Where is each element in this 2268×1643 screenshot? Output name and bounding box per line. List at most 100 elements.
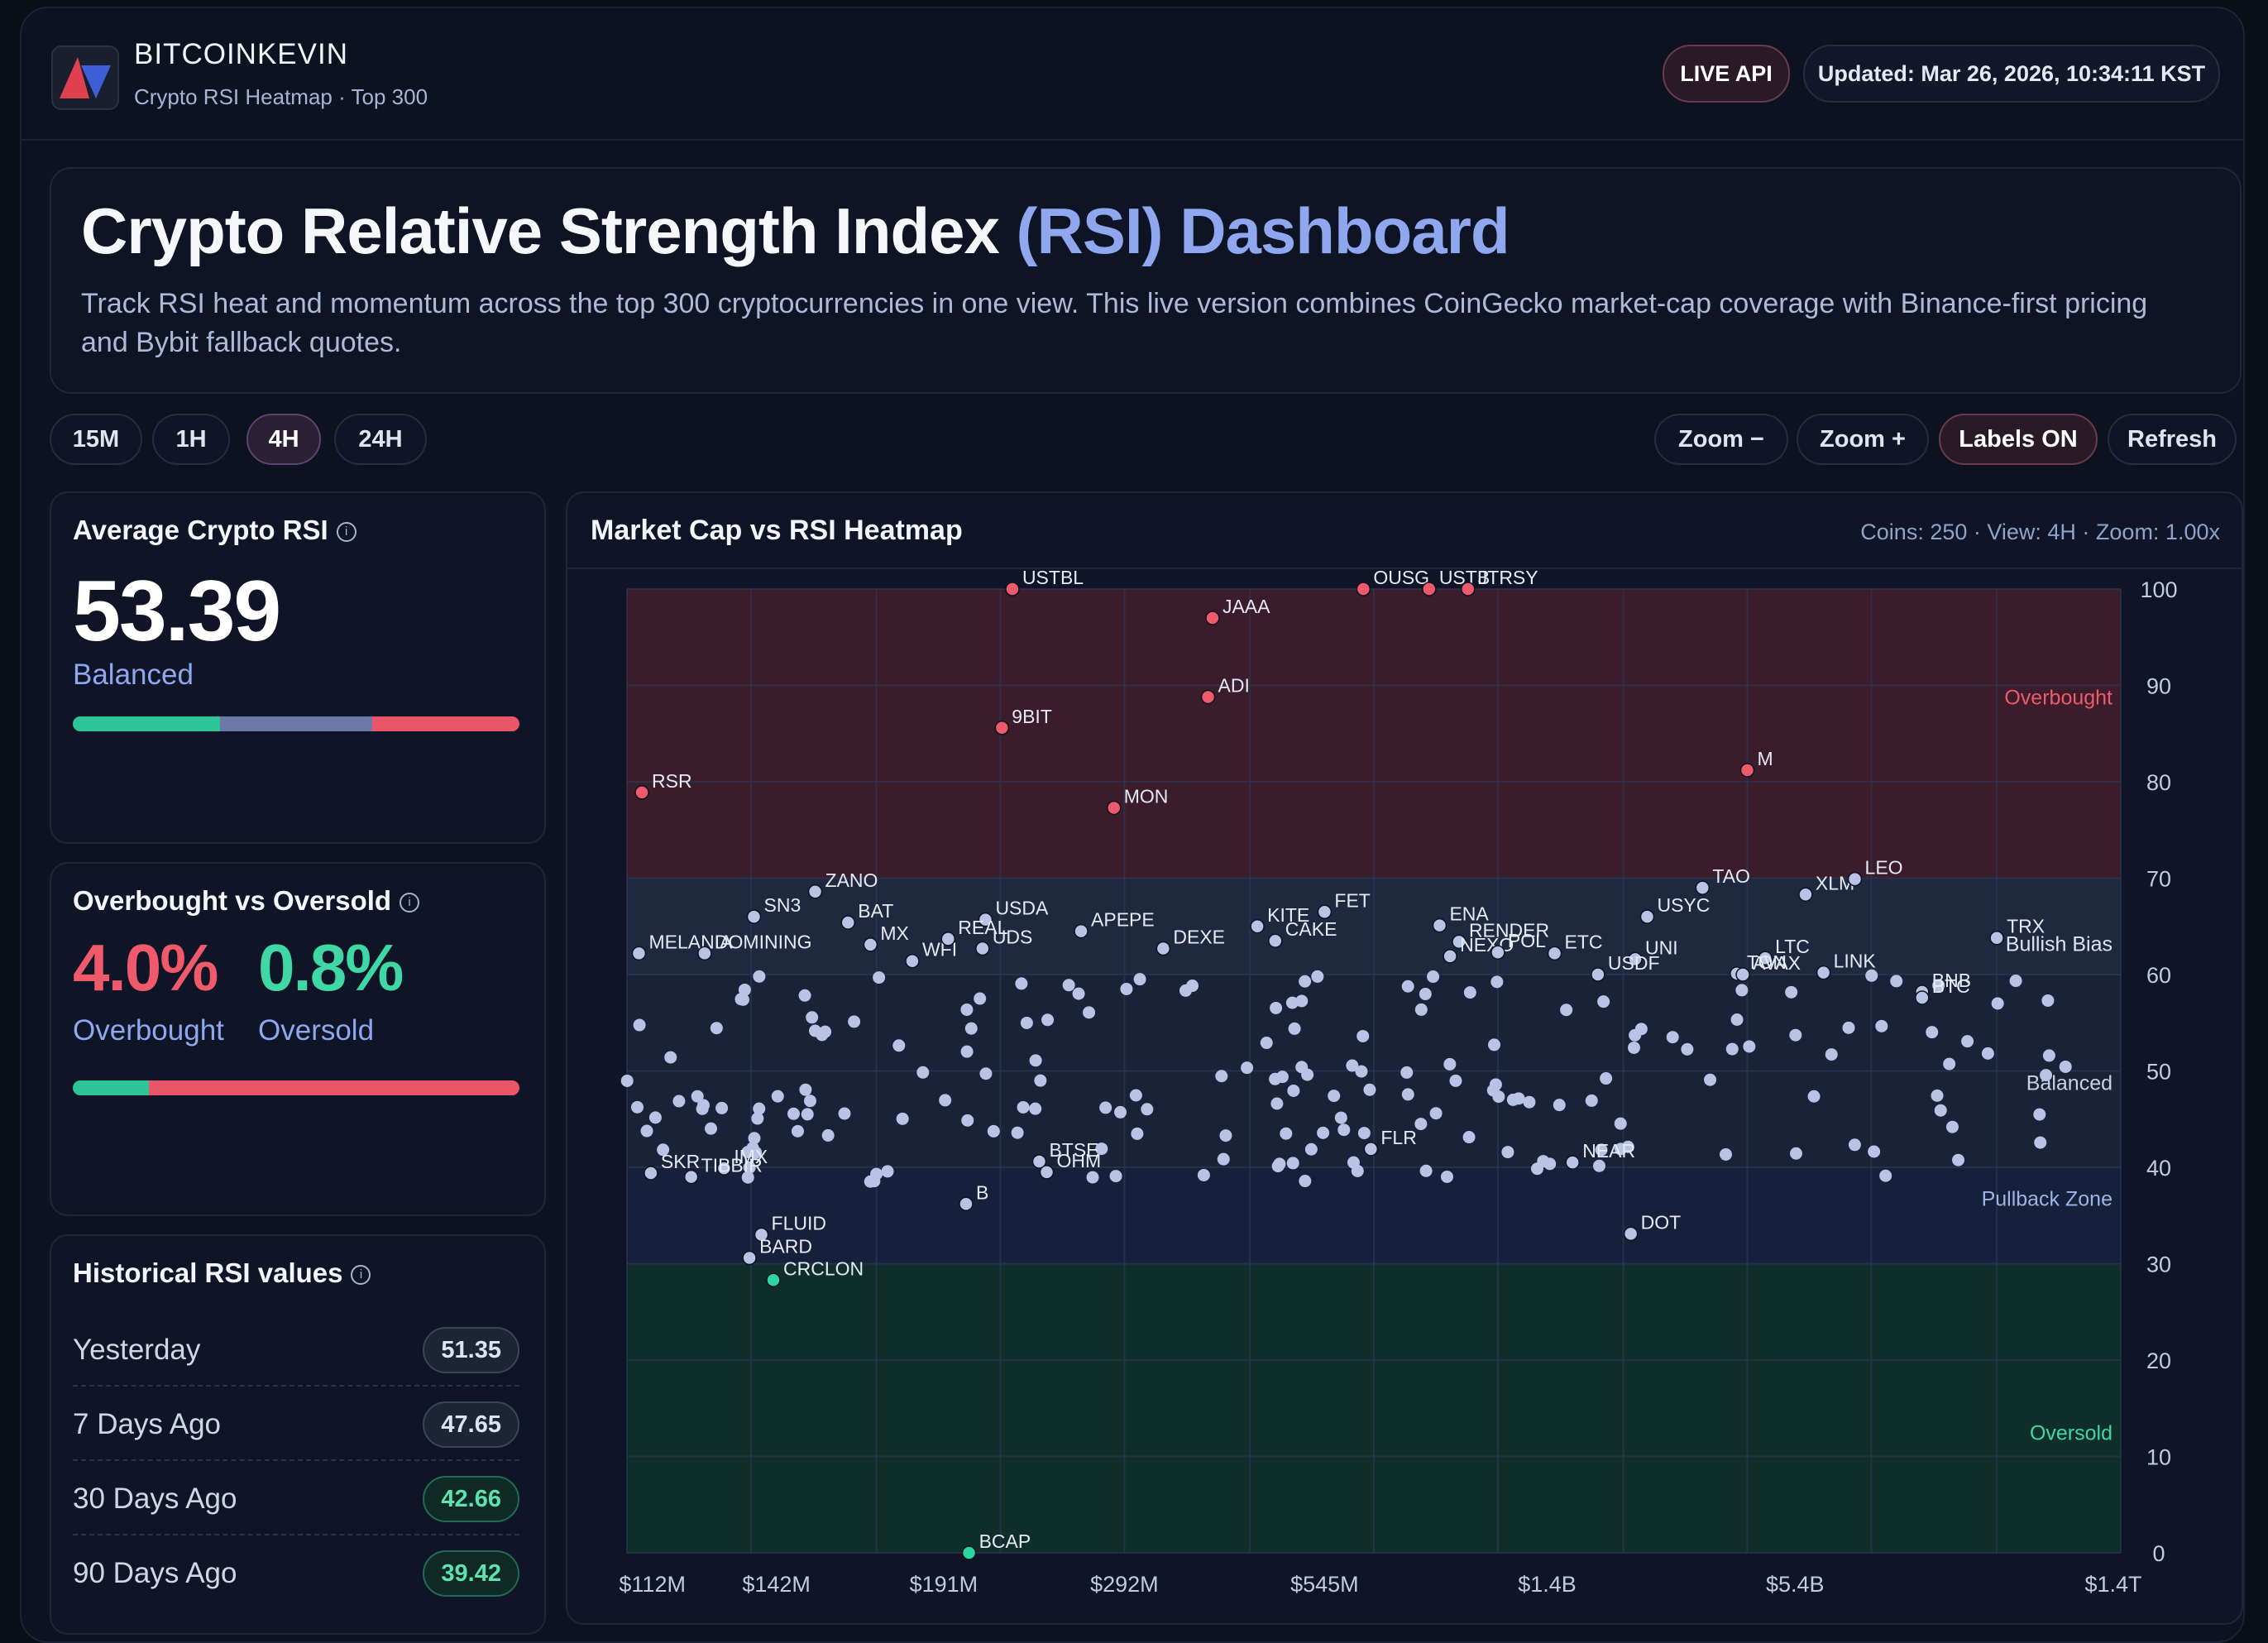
chart-plot-area[interactable]: 0 10 20 30 40 50 60 70 80 90 100 $112M $142M $191M $29… [567, 567, 2242, 1623]
data-point [631, 946, 647, 961]
data-point [771, 1090, 784, 1103]
info-icon[interactable]: i [400, 893, 420, 913]
refresh-button[interactable]: Refresh [2108, 414, 2237, 465]
data-point [1628, 951, 1643, 967]
data-point [697, 946, 712, 961]
point-label: LTC [1775, 936, 1810, 957]
timeframe-24h-button[interactable]: 24H [334, 414, 427, 465]
point-label: KITE [1267, 904, 1309, 926]
data-point [1131, 1127, 1144, 1140]
data-point [1621, 1140, 1634, 1153]
zoom-out-button[interactable]: Zoom − [1654, 414, 1788, 465]
data-point [1114, 1105, 1127, 1118]
data-point [1072, 987, 1085, 1000]
point-label: FLUID [772, 1213, 826, 1234]
history-value-badge: 39.42 [423, 1550, 519, 1597]
data-point [1842, 1021, 1855, 1034]
history-row: 30 Days Ago 42.66 [73, 1461, 519, 1535]
updated-timestamp: Updated: Mar 26, 2026, 10:34:11 KST [1803, 45, 2220, 103]
data-point [1268, 933, 1283, 948]
data-point [960, 1003, 974, 1016]
average-rsi-title-text: Average Crypto RSI [73, 515, 328, 545]
data-point [657, 1143, 670, 1157]
data-point [1197, 1168, 1210, 1181]
data-point [1432, 917, 1447, 933]
data-point [1311, 970, 1324, 983]
data-point [916, 1066, 930, 1079]
point-label: TRX [2007, 916, 2045, 937]
history-value-badge: 51.35 [423, 1327, 519, 1373]
labels-toggle-button[interactable]: Labels ON [1939, 414, 2098, 465]
historical-title: Historical RSI values i [73, 1257, 371, 1289]
point-label: UDS [993, 927, 1033, 948]
timeframe-4h-button[interactable]: 4H [246, 414, 321, 465]
data-point [1419, 1164, 1433, 1177]
timeframe-15m-button[interactable]: 15M [50, 414, 142, 465]
chart-title: Market Cap vs RSI Heatmap [591, 515, 963, 546]
data-point [799, 1083, 812, 1096]
app-window: BITCOINKEVIN Crypto RSI Heatmap · Top 30… [20, 7, 2245, 1643]
data-point [1961, 1035, 1974, 1048]
historical-title-text: Historical RSI values [73, 1257, 343, 1288]
data-point [1989, 930, 2004, 946]
point-label: XLM [1816, 872, 1854, 893]
data-point [791, 1124, 804, 1138]
point-label: RSR [652, 770, 692, 792]
data-point [1565, 1155, 1580, 1170]
data-point [1807, 1090, 1821, 1103]
zone-label: Bullish Bias [2006, 933, 2112, 956]
data-point [2009, 975, 2022, 988]
data-point [748, 1132, 761, 1145]
data-point [1334, 1111, 1347, 1124]
data-point [753, 1102, 766, 1115]
data-point [816, 1028, 829, 1042]
x-tick-label: $1.4B [1518, 1572, 1577, 1597]
data-point [940, 932, 956, 946]
data-point [1488, 1038, 1501, 1051]
data-point [1427, 970, 1440, 984]
point-label: CRCLON [783, 1257, 864, 1279]
zoom-in-button[interactable]: Zoom + [1797, 414, 1929, 465]
x-tick-label: $545M [1290, 1572, 1359, 1597]
data-point [1825, 1048, 1838, 1061]
point-label: ADI [1218, 674, 1250, 696]
data-point [905, 953, 920, 969]
data-point [1400, 1066, 1414, 1079]
data-point [961, 1114, 974, 1127]
data-point [1301, 1068, 1314, 1081]
average-rsi-status: Balanced [73, 659, 194, 691]
data-point [1029, 1102, 1042, 1115]
data-point [1695, 880, 1711, 895]
data-point [1730, 1013, 1744, 1026]
y-tick-label: 10 [2146, 1445, 2171, 1470]
data-point [631, 1100, 644, 1114]
historical-rsi-card: Historical RSI values i Yesterday 51.35 7… [50, 1234, 546, 1635]
data-point [1317, 1126, 1330, 1139]
info-icon[interactable]: i [336, 522, 356, 543]
data-point [1120, 982, 1133, 995]
data-point [1086, 1171, 1099, 1184]
history-value-badge: 42.66 [423, 1476, 519, 1522]
hero-panel: Crypto Relative Strength Index (RSI) Das… [50, 167, 2242, 394]
y-tick-label: 30 [2146, 1253, 2171, 1277]
rsi-scatter-chart[interactable]: 0 10 20 30 40 50 60 70 80 90 100 $112M $142M $191M $29… [567, 567, 2242, 1623]
data-point [840, 915, 856, 930]
overbought-percent: 4.0% [73, 931, 218, 1004]
info-icon[interactable]: i [351, 1265, 371, 1286]
data-point [620, 1074, 634, 1087]
data-point [1597, 995, 1610, 1008]
timeframe-1h-button[interactable]: 1H [152, 414, 230, 465]
data-point [2033, 1108, 2046, 1121]
data-point [1623, 1226, 1639, 1242]
point-label: 9BIT [1012, 706, 1052, 727]
data-point [1816, 965, 1831, 980]
data-point [974, 992, 987, 1005]
page-title-accent: (RSI) Dashboard [1016, 194, 1510, 267]
data-point [1250, 919, 1265, 934]
data-point [1501, 1146, 1514, 1159]
zone-label: Pullback Zone [1982, 1187, 2112, 1210]
zone-label: Oversold [2030, 1421, 2112, 1444]
data-point [734, 993, 748, 1006]
data-point [987, 1124, 1000, 1138]
average-rsi-card: Average Crypto RSI i 53.39 Balanced [50, 491, 546, 844]
